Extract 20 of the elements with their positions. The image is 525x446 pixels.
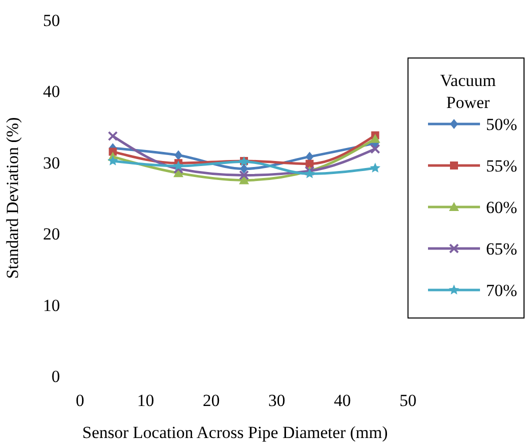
y-tick-label: 0 — [52, 366, 60, 386]
legend-title: Vacuum Power — [440, 71, 496, 112]
y-tick-label: 10 — [43, 296, 60, 315]
x-tick-label: 40 — [334, 391, 351, 410]
y-tick-label: 50 — [43, 10, 60, 30]
legend-label: 70% — [486, 280, 518, 300]
y-axis-title: Standard Deviation (%) — [3, 117, 22, 279]
y-tick-label: 40 — [43, 82, 60, 102]
legend-label: 55% — [486, 156, 518, 176]
x-tick-label: 0 — [76, 391, 84, 410]
x-tick-label: 10 — [137, 391, 154, 410]
x-axis-title: Sensor Location Across Pipe Diameter (mm) — [82, 423, 388, 442]
y-tick-label: 20 — [43, 224, 60, 244]
x-tick-label: 20 — [202, 391, 220, 410]
legend-label: 65% — [486, 239, 518, 258]
y-tick-label: 30 — [43, 153, 60, 172]
x-tick-label: 50 — [400, 391, 416, 410]
legend-label: 60% — [486, 198, 518, 217]
x-tick-label: 30 — [268, 391, 286, 410]
legend-label: 50% — [486, 114, 518, 134]
